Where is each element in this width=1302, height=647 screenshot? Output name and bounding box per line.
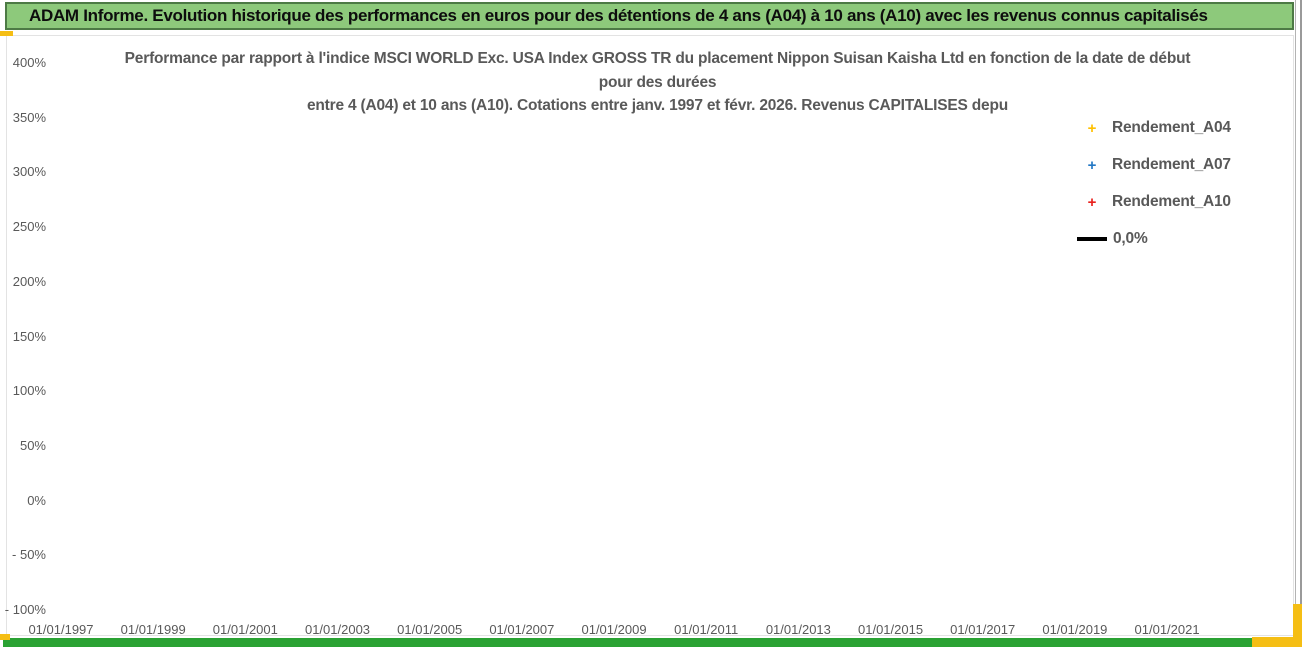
y-axis-label: 150% bbox=[12, 328, 46, 344]
chart-title-line-3: entre 4 (A04) et 10 ans (A10). Cotations… bbox=[306, 97, 1009, 114]
zero-line-swatch-icon bbox=[1077, 237, 1107, 241]
plus-marker-icon: + bbox=[1087, 193, 1097, 211]
gold-accent-right bbox=[1293, 604, 1302, 647]
y-axis-label: 200% bbox=[12, 273, 46, 289]
legend-label: Rendement_A04 bbox=[1112, 119, 1231, 136]
legend-label: Rendement_A07 bbox=[1112, 156, 1231, 173]
header-bar: ADAM Informe. Evolution historique des p… bbox=[5, 2, 1294, 30]
x-axis-label: 01/01/2003 bbox=[304, 622, 371, 637]
y-axis-label: 50% bbox=[19, 437, 46, 453]
chart-title-line-2: pour des durées bbox=[598, 74, 717, 91]
y-axis-label: - 100% bbox=[4, 602, 46, 617]
x-axis-label: 01/01/2001 bbox=[212, 622, 278, 637]
x-axis-label: 01/01/2017 bbox=[950, 622, 1016, 637]
y-axis-label: 0% bbox=[27, 492, 46, 508]
window-edge-line bbox=[1300, 0, 1302, 647]
window-edge-line bbox=[1295, 0, 1296, 647]
x-axis-label: 01/01/2007 bbox=[489, 622, 555, 637]
y-axis-label: 100% bbox=[12, 383, 46, 399]
legend: + Rendement_A04 + Rendement_A07 + Rendem… bbox=[1072, 116, 1272, 264]
y-axis-label: - 50% bbox=[12, 547, 46, 563]
x-axis-label: 01/01/2005 bbox=[397, 622, 463, 637]
x-axis-label: 01/01/1999 bbox=[120, 622, 186, 637]
y-axis-label: 250% bbox=[12, 219, 46, 235]
legend-item-rendement-a10[interactable]: + Rendement_A10 bbox=[1072, 190, 1272, 214]
legend-label: 0,0% bbox=[1113, 230, 1148, 247]
legend-label: Rendement_A10 bbox=[1112, 193, 1231, 210]
gold-accent-bottom-left bbox=[0, 634, 10, 640]
plus-marker-icon: + bbox=[1087, 119, 1097, 137]
plus-marker-icon: + bbox=[1087, 156, 1097, 174]
y-axis-label: 350% bbox=[12, 109, 46, 125]
y-axis-label: 300% bbox=[12, 164, 46, 180]
x-axis-label: 01/01/2019 bbox=[1042, 622, 1108, 637]
x-axis-label: 01/01/2009 bbox=[581, 622, 647, 637]
gold-accent-bottom-right bbox=[1252, 637, 1302, 647]
legend-item-zero-line[interactable]: 0,0% bbox=[1072, 227, 1272, 251]
legend-item-rendement-a04[interactable]: + Rendement_A04 bbox=[1072, 116, 1272, 140]
legend-item-rendement-a07[interactable]: + Rendement_A07 bbox=[1072, 153, 1272, 177]
x-axis-label: 01/01/2021 bbox=[1134, 622, 1200, 637]
chart-frame bbox=[6, 35, 1294, 636]
chart-title-line-1: Performance par rapport à l'indice MSCI … bbox=[124, 50, 1191, 67]
x-axis-label: 01/01/2011 bbox=[674, 622, 739, 637]
y-axis-label: 400% bbox=[12, 55, 46, 70]
x-axis-label: 01/01/1997 bbox=[28, 622, 94, 637]
header-title: ADAM Informe. Evolution historique des p… bbox=[29, 6, 1208, 25]
gold-accent-top-left bbox=[0, 31, 13, 36]
x-axis-label: 01/01/2013 bbox=[765, 622, 831, 637]
bottom-green-bar bbox=[3, 638, 1253, 647]
x-axis-label: 01/01/2015 bbox=[858, 622, 924, 637]
